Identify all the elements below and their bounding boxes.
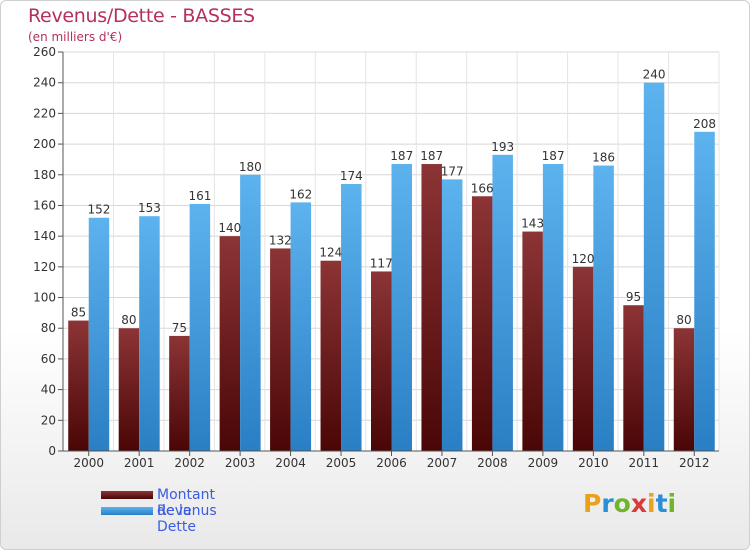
x-tick-label: 2009 — [528, 456, 559, 470]
bar-revenue — [492, 154, 513, 452]
value-label-revenue: 152 — [88, 203, 111, 217]
logo-letter: x — [630, 489, 647, 518]
value-label-debt: 80 — [676, 313, 691, 327]
value-label-revenue: 161 — [188, 189, 211, 203]
y-tick-label: 140 — [33, 229, 56, 243]
value-label-debt: 80 — [121, 313, 136, 327]
x-tick-label: 2001 — [124, 456, 155, 470]
value-label-debt: 140 — [218, 221, 241, 235]
y-tick-label: 220 — [33, 106, 56, 120]
bar-revenue — [88, 217, 110, 451]
value-label-revenue: 180 — [239, 160, 262, 174]
value-label-debt: 143 — [521, 217, 544, 231]
value-label-revenue: 186 — [592, 151, 615, 165]
value-label-debt: 124 — [319, 246, 342, 260]
bar-debt — [623, 305, 644, 451]
value-label-revenue: 193 — [491, 140, 514, 154]
bar-revenue — [542, 164, 564, 451]
value-label-revenue: 187 — [542, 149, 565, 163]
x-tick-label: 2008 — [477, 456, 508, 470]
logo-letter: i — [667, 489, 677, 518]
y-tick-label: 120 — [33, 260, 56, 274]
bar-revenue — [189, 203, 211, 451]
x-tick-label: 2002 — [174, 456, 205, 470]
chart-title: Revenus/Dette - BASSES — [28, 5, 255, 27]
bar-revenue — [139, 216, 160, 451]
bar-revenue — [441, 179, 463, 451]
bar-revenue — [694, 131, 715, 452]
logo-letter: o — [613, 489, 631, 518]
bar-debt — [371, 271, 392, 451]
legend-swatch-revenue — [101, 507, 153, 515]
bar-debt — [471, 196, 493, 451]
legend-label-revenue: Revenus — [157, 503, 217, 519]
bar-debt — [673, 328, 695, 451]
logo-letter: i — [647, 489, 656, 518]
bar-debt — [421, 164, 442, 451]
value-label-debt: 120 — [572, 252, 595, 266]
x-tick-label: 2003 — [225, 456, 256, 470]
value-label-debt: 187 — [420, 149, 443, 163]
y-tick-label: 180 — [33, 168, 56, 182]
logo-letter: t — [655, 489, 668, 518]
x-tick-label: 2012 — [679, 456, 710, 470]
value-label-revenue: 240 — [643, 68, 666, 82]
value-label-revenue: 187 — [390, 149, 413, 163]
bar-debt — [522, 231, 543, 451]
bar-debt — [320, 260, 342, 451]
value-label-debt: 75 — [172, 321, 187, 335]
bar-revenue — [643, 82, 665, 451]
y-tick-label: 20 — [41, 413, 56, 427]
chart-subtitle: (en milliers d'€) — [28, 30, 123, 44]
bar-debt — [270, 248, 291, 451]
value-label-revenue: 208 — [693, 117, 716, 131]
bar-debt — [169, 335, 190, 451]
value-label-debt: 117 — [370, 256, 393, 270]
value-label-debt: 85 — [71, 306, 86, 320]
y-tick-label: 60 — [41, 352, 56, 366]
value-label-revenue: 177 — [441, 164, 464, 178]
y-tick-label: 80 — [41, 321, 56, 335]
x-tick-label: 2010 — [578, 456, 609, 470]
y-tick-label: 240 — [33, 76, 56, 90]
bar-revenue — [593, 165, 614, 452]
y-tick-label: 40 — [41, 383, 56, 397]
value-label-debt: 132 — [269, 233, 292, 247]
x-tick-label: 2004 — [275, 456, 306, 470]
value-label-revenue: 174 — [340, 169, 363, 183]
bar-revenue — [391, 164, 412, 451]
proxiti-logo: Proxiti — [583, 489, 676, 518]
x-tick-label: 2007 — [427, 456, 458, 470]
y-tick-label: 160 — [33, 198, 56, 212]
x-tick-label: 2011 — [629, 456, 660, 470]
bar-revenue — [240, 174, 261, 451]
bar-debt — [572, 266, 594, 451]
value-label-revenue: 162 — [289, 187, 312, 201]
x-tick-label: 2000 — [73, 456, 104, 470]
legend-label-debt: Montant de la Dette — [157, 487, 215, 535]
logo-letter: P — [583, 489, 602, 518]
bar-revenue — [290, 202, 312, 451]
value-label-debt: 95 — [626, 290, 641, 304]
logo-letter: r — [601, 489, 614, 518]
value-label-debt: 166 — [471, 181, 494, 195]
bar-debt — [118, 328, 140, 451]
bar-debt — [68, 320, 89, 451]
x-tick-label: 2006 — [376, 456, 407, 470]
y-tick-label: 260 — [33, 45, 56, 59]
y-tick-label: 200 — [33, 137, 56, 151]
y-tick-label: 0 — [48, 444, 56, 458]
bar-debt — [219, 236, 241, 451]
y-tick-label: 100 — [33, 291, 56, 305]
bar-revenue — [341, 183, 362, 451]
legend-swatch-debt — [101, 491, 153, 499]
value-label-revenue: 153 — [138, 201, 161, 215]
x-tick-label: 2005 — [326, 456, 357, 470]
